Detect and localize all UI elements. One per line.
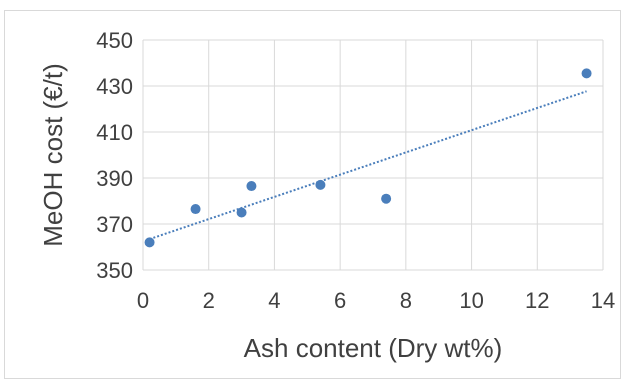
chart-frame xyxy=(4,10,621,379)
data-point xyxy=(315,179,326,190)
trendline-group xyxy=(149,90,587,241)
x-tick-label: 2 xyxy=(203,288,215,313)
data-point xyxy=(381,193,392,204)
data-point xyxy=(246,181,257,192)
y-tick-label: 450 xyxy=(96,28,133,53)
data-points xyxy=(144,68,592,248)
x-tick-labels: 0 2 4 6 8 10 12 14 xyxy=(137,288,615,313)
y-tick-label: 430 xyxy=(96,74,133,99)
x-tick-label: 10 xyxy=(459,288,483,313)
data-point xyxy=(581,68,592,79)
data-point xyxy=(144,237,155,248)
y-tick-label: 410 xyxy=(96,120,133,145)
x-tick-label: 12 xyxy=(525,288,549,313)
gridlines xyxy=(142,39,604,271)
x-tick-label: 8 xyxy=(400,288,412,313)
data-point xyxy=(190,204,201,215)
y-tick-label: 390 xyxy=(96,166,133,191)
trendline xyxy=(149,90,587,241)
y-tick-label: 350 xyxy=(96,258,133,283)
data-point xyxy=(236,207,247,218)
y-tick-labels: 350 370 390 410 430 450 xyxy=(96,28,133,283)
x-tick-label: 0 xyxy=(137,288,149,313)
y-tick-label: 370 xyxy=(96,212,133,237)
x-tick-label: 4 xyxy=(268,288,280,313)
y-axis-label: MeOH cost (€/t) xyxy=(38,63,68,246)
x-tick-label: 14 xyxy=(591,288,615,313)
x-axis-label: Ash content (Dry wt%) xyxy=(244,333,503,363)
x-tick-label: 6 xyxy=(334,288,346,313)
